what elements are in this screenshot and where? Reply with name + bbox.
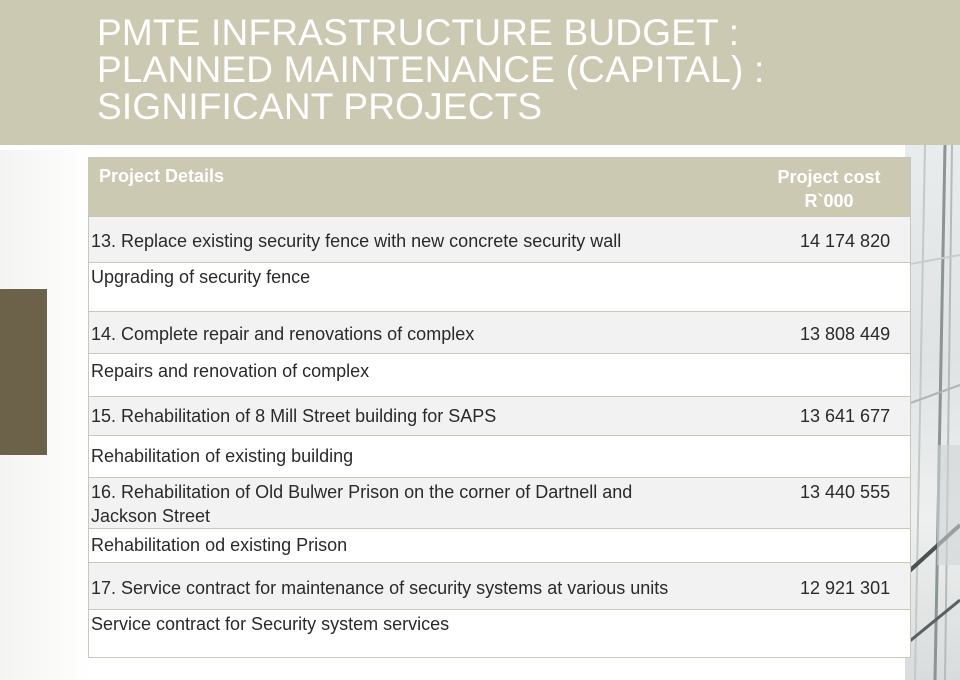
table-row-description-15: Rehabilitation of existing building xyxy=(89,435,910,477)
project-14-title: 14. Complete repair and renovations of c… xyxy=(91,324,475,344)
project-16-cost: 13 440 555 xyxy=(800,482,891,502)
table-row-description-13: Upgrading of security fence xyxy=(89,262,910,311)
projects-table: Project Details Project cost R`000 13. R… xyxy=(88,157,911,658)
table-header: Project Details Project cost R`000 xyxy=(89,158,910,216)
table-row-project-17: 17. Service contract for maintenance of … xyxy=(89,562,910,609)
table-row-project-13: 13. Replace existing security fence with… xyxy=(89,216,910,262)
table-row-project-15: 15. Rehabilitation of 8 Mill Street buil… xyxy=(89,396,910,435)
building-photo-graphic xyxy=(905,145,960,680)
project-14-description: Repairs and renovation of complex xyxy=(91,361,370,381)
project-17-title: 17. Service contract for maintenance of … xyxy=(91,578,669,598)
project-13-title: 13. Replace existing security fence with… xyxy=(91,231,622,251)
left-accent-block xyxy=(0,289,47,455)
project-15-description: Rehabilitation of existing building xyxy=(91,446,354,466)
project-17-description: Service contract for Security system ser… xyxy=(91,614,450,634)
table-row-project-14: 14. Complete repair and renovations of c… xyxy=(89,311,910,353)
project-17-cost: 12 921 301 xyxy=(800,578,891,598)
project-15-cost: 13 641 677 xyxy=(800,406,891,426)
table-row-project-16: 16. Rehabilitation of Old Bulwer Prison … xyxy=(89,477,910,528)
project-14-cost: 13 808 449 xyxy=(800,324,891,344)
header-project-details: Project Details xyxy=(99,166,225,186)
project-15-title: 15. Rehabilitation of 8 Mill Street buil… xyxy=(91,406,497,426)
project-16-title: 16. Rehabilitation of Old Bulwer Prison … xyxy=(91,482,633,526)
table-row-description-17: Service contract for Security system ser… xyxy=(89,609,910,657)
title-banner: PMTE INFRASTRUCTURE BUDGET : PLANNED MAI… xyxy=(0,0,960,145)
project-13-description: Upgrading of security fence xyxy=(91,267,311,287)
slide-title: PMTE INFRASTRUCTURE BUDGET : PLANNED MAI… xyxy=(97,12,765,127)
table-row-description-14: Repairs and renovation of complex xyxy=(89,353,910,396)
header-project-cost: Project cost R`000 xyxy=(777,167,881,211)
project-16-description: Rehabilitation od existing Prison xyxy=(91,535,348,555)
building-photo xyxy=(905,145,960,680)
table-row-description-16: Rehabilitation od existing Prison xyxy=(89,528,910,562)
project-13-cost: 14 174 820 xyxy=(800,231,891,251)
